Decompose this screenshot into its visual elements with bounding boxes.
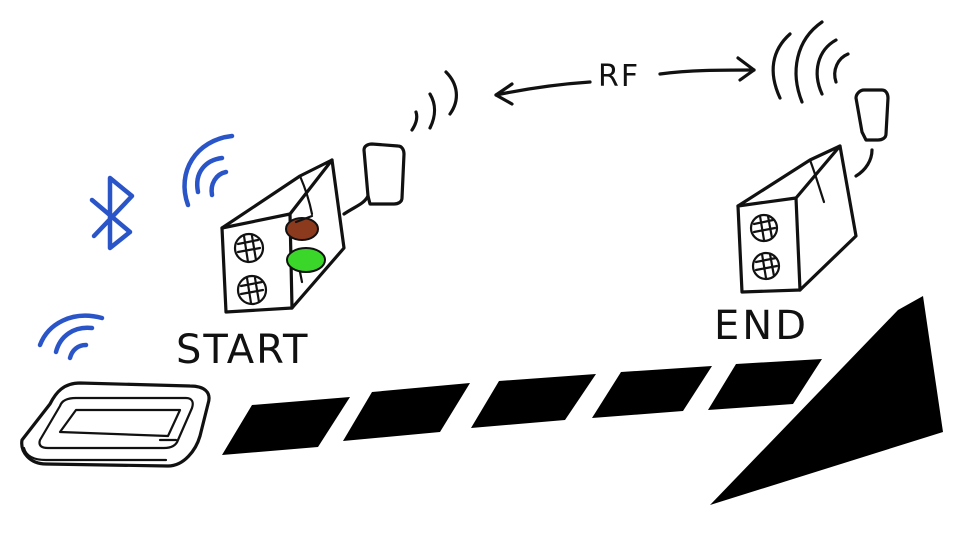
green-light xyxy=(286,247,326,273)
end-box-edge xyxy=(808,158,826,204)
end-label: END xyxy=(714,303,809,349)
start-box-top xyxy=(220,158,334,230)
rf-label: RF xyxy=(598,59,640,94)
smartphone-inner-screen xyxy=(58,408,182,438)
rf-signal-icon xyxy=(771,20,850,104)
double-arrow-icon xyxy=(494,56,756,106)
end-box-side xyxy=(798,144,858,292)
track-stripe xyxy=(592,366,712,418)
track xyxy=(222,296,943,505)
start-box-side xyxy=(290,158,346,310)
speaker-grille-icon xyxy=(236,274,268,306)
speaker-grille-icon xyxy=(233,232,265,264)
start-label: START xyxy=(176,327,309,373)
traffic-light-icon xyxy=(285,214,326,284)
track-stripe xyxy=(222,397,350,455)
finish-wedge xyxy=(710,296,943,505)
start-box-front xyxy=(220,212,294,314)
speaker-grille-icon xyxy=(749,213,779,243)
antenna-icon xyxy=(342,142,406,216)
smartphone-body xyxy=(20,381,211,468)
antenna-icon xyxy=(854,88,890,178)
wifi-signal-icon xyxy=(37,313,105,361)
start-box-edge xyxy=(298,174,314,216)
smartphone xyxy=(20,381,211,468)
speaker-grille-icon xyxy=(751,251,781,281)
track-stripe xyxy=(708,359,822,410)
smartphone-screen xyxy=(38,396,194,450)
smartphone-edge xyxy=(22,446,168,462)
rf-signal-icon xyxy=(410,70,458,132)
track-stripe xyxy=(343,383,470,441)
end-unit xyxy=(736,88,890,294)
wifi-signal-icon xyxy=(182,133,235,208)
track-stripe xyxy=(471,374,596,428)
bluetooth-icon xyxy=(89,175,135,251)
end-box-top xyxy=(736,144,842,208)
start-unit xyxy=(220,142,406,314)
red-light xyxy=(285,217,319,241)
